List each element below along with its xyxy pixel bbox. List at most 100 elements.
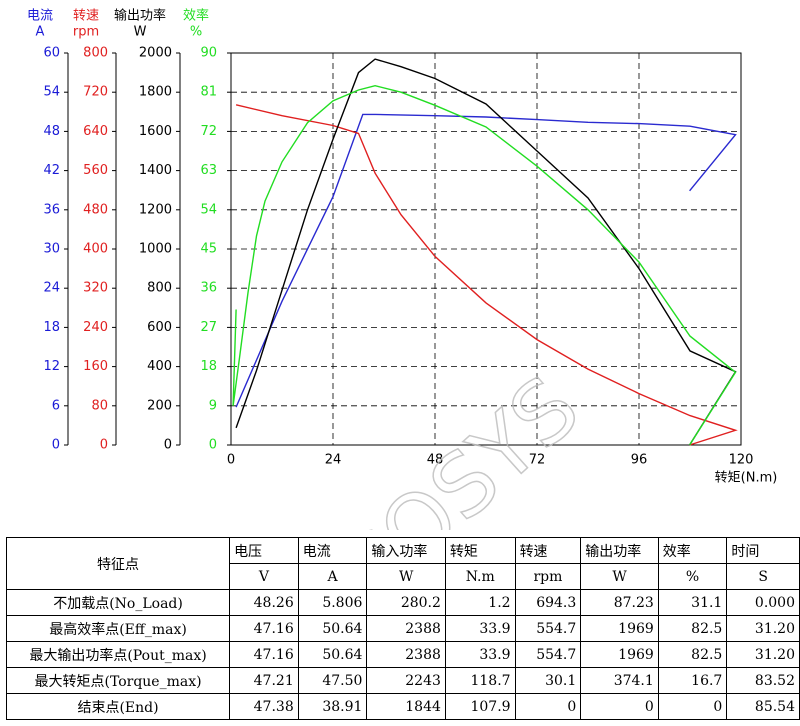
table-cell: W <box>580 563 659 590</box>
y-tick-label: 12 <box>43 359 60 374</box>
y-tick-label: 18 <box>43 320 60 335</box>
y-tick-label: 6 <box>52 398 60 413</box>
table-row: V A W N.m rpm W% S <box>7 563 800 590</box>
axis-unit: W <box>134 25 147 40</box>
x-tick-label: 72 <box>529 453 546 468</box>
table-cell: 结束点(End) <box>5 693 231 720</box>
table-cell: N.m <box>444 563 516 590</box>
y-tick-label: 0 <box>164 438 172 453</box>
axis-unit: rpm <box>73 25 99 40</box>
y-tick-label: 720 <box>83 85 108 100</box>
table-cell: 554.7 <box>514 615 582 642</box>
table-cell: 83.52 <box>726 667 800 694</box>
x-axis-label: 转矩(N.m) <box>715 471 778 486</box>
table-cell: S <box>726 563 800 590</box>
watermark: SiAECOSYS <box>174 358 598 530</box>
table-cell: W <box>366 563 446 590</box>
table-cell: 效率 <box>657 537 728 564</box>
table-cell: 50.64 <box>297 615 368 642</box>
table-cell: 47.50 <box>297 667 368 694</box>
chart: 0 24 48 72 96 120 转矩(N.m) 电流A 0 6 12 18 24 30 36 42 48 54… <box>27 8 778 531</box>
table-cell: 转矩 <box>444 537 516 564</box>
table-cell: 554.7 <box>514 641 582 668</box>
y-tick-label: 30 <box>43 242 60 257</box>
table-cell: 31.20 <box>726 615 800 642</box>
y-tick-label: 0 <box>52 438 60 453</box>
table-cell: 最大转矩点(Torque_max) <box>5 667 231 694</box>
table-cell: 1.2 <box>444 589 516 616</box>
y-tick-label: 63 <box>200 163 217 178</box>
y-tick-label: 1400 <box>139 163 172 178</box>
y-tick-label: 45 <box>200 242 217 257</box>
x-tick-label: 0 <box>227 453 235 468</box>
y-tick-label: 640 <box>83 124 108 139</box>
y-tick-label: 480 <box>83 202 108 217</box>
y-tick-label: 36 <box>200 281 217 296</box>
table-row: 最大输出功率点(Pout_max) 47.16 50.64 2388 33.9 554.7… <box>5 641 800 668</box>
table-cell: 47.21 <box>229 667 299 694</box>
table-cell: 1969 <box>580 615 659 642</box>
table-cell: 85.54 <box>726 693 800 720</box>
axis-name: 转速 <box>73 9 99 24</box>
x-tick-label: 24 <box>325 453 342 468</box>
y-tick-label: 400 <box>147 359 172 374</box>
table-cell: 2243 <box>366 667 446 694</box>
y-tick-label: 42 <box>43 163 60 178</box>
table-cell: 0 <box>514 693 582 720</box>
table-cell: 47.16 <box>229 615 299 642</box>
y-tick-label: 560 <box>83 163 108 178</box>
y-tick-label: 1000 <box>139 242 172 257</box>
y-tick-label: 60 <box>43 46 60 61</box>
table-cell: 118.7 <box>444 667 516 694</box>
y-tick-label: 36 <box>43 202 60 217</box>
y-tick-label: 1200 <box>139 202 172 217</box>
y-tick-label: 1600 <box>139 124 172 139</box>
table-cell: V <box>229 563 299 590</box>
y-tick-label: 54 <box>43 85 60 100</box>
table-cell: 694.3 <box>514 589 582 616</box>
table-cell: 转速 <box>514 537 582 564</box>
y-tick-label: 0 <box>100 438 108 453</box>
table-cell: 特征点 <box>5 537 231 590</box>
table-cell: A <box>297 563 368 590</box>
axis-name: 效率 <box>183 8 209 24</box>
table-cell: 82.5 <box>657 641 728 668</box>
table-cell: 87.23 <box>580 589 659 616</box>
table-cell: 33.9 <box>444 641 516 668</box>
table-cell: 不加载点(No_Load) <box>5 589 231 616</box>
data-table: 特征点 电压 电流 输入功率 转矩 转速 输出功率 效率 时间 V A W N.m rpm W% S 不加载点(… <box>5 537 800 720</box>
series-line <box>235 58 737 446</box>
axis-name: 输出功率 <box>114 8 166 24</box>
table-cell: 电流 <box>297 537 368 564</box>
table-cell: 50.64 <box>297 641 368 668</box>
x-tick-label: 120 <box>729 453 754 468</box>
table-cell: rpm <box>514 563 582 590</box>
y-tick-label: 9 <box>209 398 217 413</box>
y-tick-label: 80 <box>91 398 108 413</box>
table-cell: 47.16 <box>229 641 299 668</box>
table-cell: 输入功率 <box>366 537 446 564</box>
table-cell: 最大输出功率点(Pout_max) <box>5 641 231 668</box>
y-tick-label: 90 <box>200 46 217 61</box>
y-tick-label: 54 <box>200 202 217 217</box>
table-cell: 0 <box>580 693 659 720</box>
y-tick-label: 600 <box>147 320 172 335</box>
y-tick-label: 24 <box>43 281 60 296</box>
table-cell: 1844 <box>366 693 446 720</box>
table-cell: 82.5 <box>657 615 728 642</box>
table-cell: % <box>657 563 728 590</box>
series-line <box>235 113 737 408</box>
table-cell: 电压 <box>229 537 299 564</box>
axis-unit: % <box>190 25 202 40</box>
y-tick-label: 1800 <box>139 85 172 100</box>
series-line <box>235 104 738 446</box>
table-cell: 38.91 <box>297 693 368 720</box>
table-cell: 107.9 <box>444 693 516 720</box>
y-tick-label: 240 <box>83 320 108 335</box>
table-cell: 16.7 <box>657 667 728 694</box>
y-tick-label: 81 <box>200 85 217 100</box>
table-cell: 280.2 <box>366 589 446 616</box>
table-cell: 31.20 <box>726 641 800 668</box>
y-tick-label: 72 <box>200 124 217 139</box>
